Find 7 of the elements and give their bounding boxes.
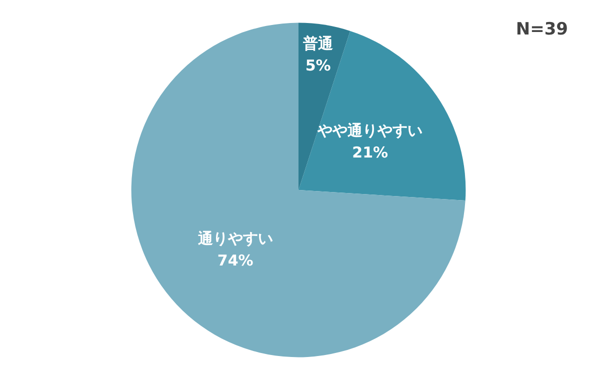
- data-label: 5%: [305, 56, 331, 74]
- data-label: 74%: [217, 251, 254, 270]
- data-label: 21%: [352, 143, 388, 162]
- text: N=39: [516, 20, 568, 40]
- slice-label: やや通りやすい: [316, 121, 423, 140]
- slice-label: 普通: [302, 34, 334, 52]
- slice-label: 通りやすい: [196, 229, 273, 248]
